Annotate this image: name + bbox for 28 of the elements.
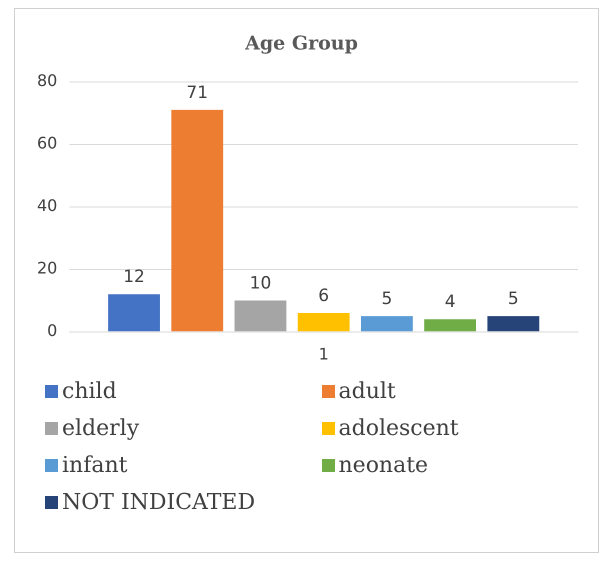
y-tick-label: 0 (47, 320, 58, 340)
data-label: 5 (508, 289, 519, 310)
legend-label: adult (338, 379, 396, 404)
legend-label: elderly (62, 416, 140, 441)
legend-label: infant (62, 453, 128, 478)
legend-label: child (62, 379, 117, 404)
x-tick-label: 1 (318, 344, 329, 364)
data-label: 12 (123, 267, 145, 288)
bar (234, 300, 286, 332)
y-tick-label: 20 (37, 258, 58, 278)
bar (171, 110, 224, 332)
y-tick-label: 40 (37, 196, 58, 215)
legend-label: NOT INDICATED (62, 490, 256, 515)
legend-label: neonate (338, 453, 428, 478)
chart-title: Age Group (244, 32, 358, 54)
data-label: 10 (250, 273, 272, 294)
bar (298, 313, 350, 332)
bar (487, 316, 540, 332)
bar (108, 294, 160, 332)
y-tick-label: 80 (37, 70, 58, 90)
data-label: 71 (186, 82, 208, 103)
y-tick-label: 60 (37, 133, 58, 152)
bar (424, 319, 476, 332)
legend-label: adolescent (338, 416, 459, 441)
data-label: 4 (444, 292, 456, 312)
data-label: 5 (381, 289, 392, 310)
bar (360, 316, 413, 332)
data-label: 6 (318, 286, 330, 306)
